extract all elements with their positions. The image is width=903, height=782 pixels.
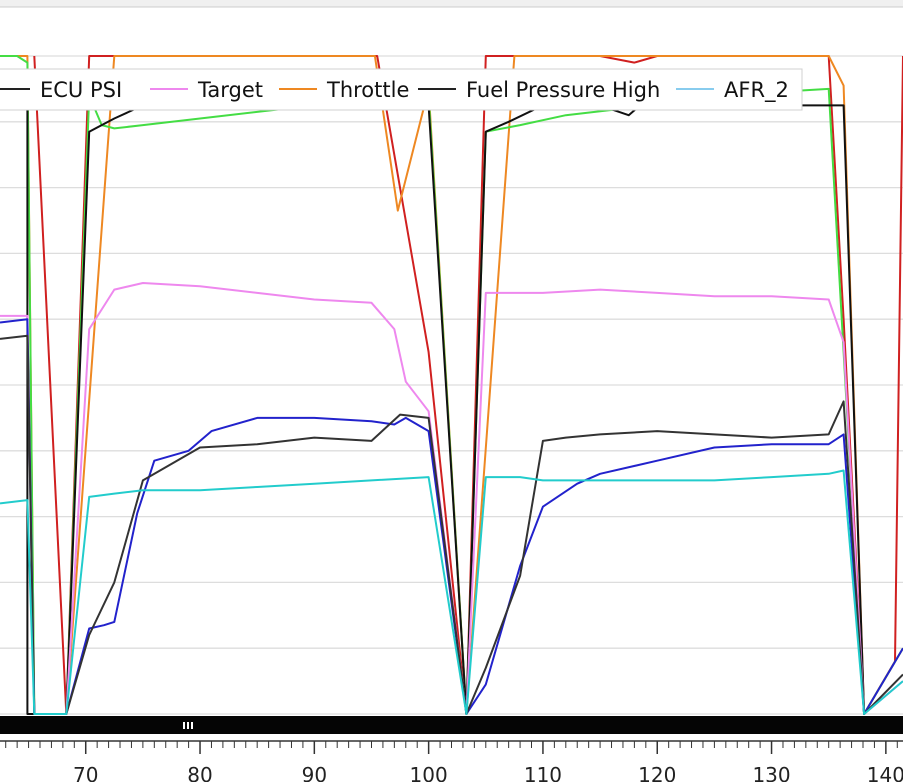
- x-tick-label: 140: [867, 763, 903, 782]
- series-line-target: [0, 282, 903, 715]
- x-tick-label: 120: [638, 763, 676, 782]
- legend-label: Fuel Pressure High: [466, 78, 660, 102]
- scrollbar-grip-mark[interactable]: [187, 722, 189, 729]
- legend-label: ECU PSI: [40, 78, 122, 102]
- x-tick-label: 110: [524, 763, 562, 782]
- x-tick-label: 90: [302, 763, 327, 782]
- scrollbar-track[interactable]: [0, 716, 903, 734]
- x-tick-label: 100: [410, 763, 448, 782]
- legend-box: [0, 68, 803, 111]
- x-tick-label: 70: [73, 763, 98, 782]
- series-line-afr_2: [0, 469, 903, 715]
- horizontal-scrollbar[interactable]: [0, 716, 903, 734]
- scrollbar-grip-mark[interactable]: [183, 722, 185, 729]
- x-axis: 70 80 90 100 110 120 130 140: [0, 740, 903, 782]
- legend-label: AFR_2: [724, 78, 789, 103]
- legend: ECU PSI Target Throttle Fuel Pressure High A…: [0, 68, 803, 111]
- legend-label: Target: [197, 78, 263, 102]
- series-line-ecu_psi: [0, 104, 866, 715]
- x-tick-label: 130: [752, 763, 790, 782]
- top-border: [0, 0, 903, 7]
- legend-label: Throttle: [326, 78, 409, 102]
- series-line-fuel_pressure_high: [0, 334, 903, 715]
- series-line-blue: [0, 318, 903, 715]
- series-line-throttle: [0, 55, 903, 715]
- x-tick-label: 80: [187, 763, 212, 782]
- scrollbar-grip-mark[interactable]: [191, 722, 193, 729]
